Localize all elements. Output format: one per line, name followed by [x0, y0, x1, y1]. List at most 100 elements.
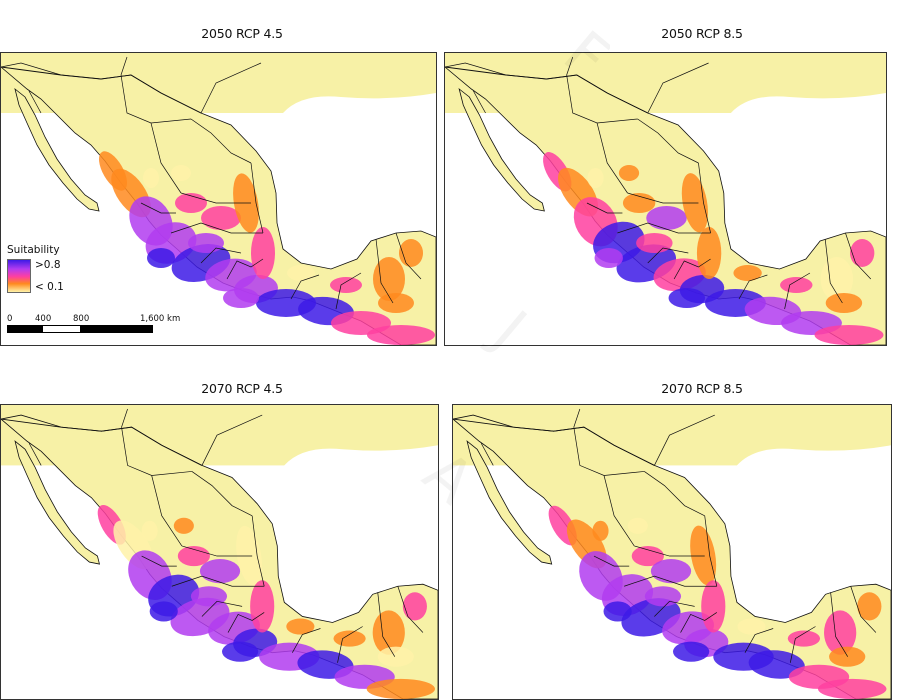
- state-border: [181, 545, 253, 557]
- suitability-patch: [378, 293, 414, 313]
- suitability-patch: [333, 630, 366, 647]
- suitability-map-2070-rcp45: [1, 405, 438, 699]
- state-border: [395, 232, 422, 280]
- state-border: [121, 427, 192, 476]
- us-state-border: [121, 408, 263, 466]
- suitability-patch: [587, 168, 604, 188]
- suitability-patch: [223, 288, 259, 308]
- scale-tick-800: 800: [73, 314, 90, 324]
- state-border: [654, 600, 695, 617]
- us-state-border: [120, 56, 262, 114]
- state-border: [190, 118, 252, 164]
- state-border: [634, 545, 705, 557]
- scale-tick-0: 0: [7, 314, 13, 324]
- state-border: [603, 475, 635, 547]
- suitability-patch: [696, 227, 722, 279]
- state-border: [647, 247, 689, 264]
- suitability-patch: [673, 641, 710, 662]
- suitability-patch: [286, 618, 315, 635]
- suitability-patch: [377, 646, 414, 667]
- suitability-patch: [149, 601, 178, 622]
- us-mexico-border: [1, 418, 203, 466]
- panel-title-2050-rcp45: 2050 RCP 4.5: [201, 26, 283, 41]
- state-border: [824, 238, 843, 304]
- state-border: [850, 586, 877, 633]
- suitability-patch: [780, 277, 813, 293]
- suitability-patch: [701, 580, 726, 633]
- scale-tick-400: 400: [35, 314, 52, 324]
- legend-low-label: < 0.1: [35, 281, 64, 293]
- scale-bar-segments: [7, 325, 153, 333]
- state-border: [140, 202, 176, 214]
- state-border: [151, 475, 183, 547]
- suitability-patch: [287, 265, 315, 281]
- suitability-patch: [251, 227, 275, 279]
- suitability-patch: [373, 257, 405, 301]
- suitability-patch: [627, 517, 648, 534]
- suitability-patch: [824, 610, 857, 655]
- legend-color-ramp: [7, 259, 31, 293]
- suitability-patch: [594, 248, 623, 268]
- gulf-of-mexico: [278, 93, 436, 263]
- legend-title: Suitability: [7, 244, 60, 256]
- suitability-patch: [636, 233, 673, 253]
- state-border: [744, 628, 774, 653]
- scale-bar: 0 400 800 1,600 km: [7, 314, 187, 333]
- suitability-patch: [173, 517, 194, 534]
- baja-peninsula: [14, 87, 100, 212]
- us-mexico-border: [453, 418, 655, 466]
- suitability-patch: [668, 288, 706, 308]
- suitability-patch: [190, 586, 228, 607]
- suitability-patch: [141, 520, 158, 541]
- legend-high-label: >0.8: [35, 259, 61, 271]
- state-border: [845, 232, 872, 280]
- state-border: [377, 592, 396, 657]
- suitability-patch: [818, 678, 887, 699]
- scale-tick-1600: 1,600 km: [140, 314, 181, 324]
- state-border: [586, 202, 623, 214]
- suitability-patch: [787, 630, 821, 647]
- suitability-patch: [644, 586, 682, 607]
- state-border: [473, 90, 486, 114]
- suitability-patch: [825, 293, 863, 313]
- panel-title-2070-rcp45: 2070 RCP 4.5: [201, 381, 283, 396]
- state-border: [120, 74, 192, 124]
- state-border: [624, 575, 717, 587]
- suitability-patch: [850, 239, 875, 267]
- state-border: [227, 612, 265, 633]
- suitability-patch: [631, 545, 664, 567]
- gulf-of-mexico: [279, 445, 438, 617]
- baja-peninsula: [458, 87, 545, 212]
- state-border: [251, 515, 265, 587]
- gulf-of-mexico: [726, 93, 886, 263]
- state-border: [789, 626, 816, 663]
- state-border: [704, 515, 718, 587]
- state-border: [617, 222, 711, 234]
- map-2070-rcp85: [452, 404, 892, 700]
- state-border: [644, 471, 705, 517]
- map-2050-rcp45: [0, 52, 437, 346]
- suitability-patch: [814, 325, 884, 345]
- state-border: [375, 238, 394, 304]
- panel-title-2050-rcp85: 2050 RCP 8.5: [661, 26, 743, 41]
- state-border: [698, 162, 711, 234]
- state-border: [480, 443, 494, 466]
- suitability-patch: [592, 520, 609, 541]
- suitability-patch: [402, 592, 427, 621]
- suitability-patch: [171, 165, 191, 181]
- suitability-patch: [829, 646, 866, 667]
- suitability-patch: [143, 168, 159, 188]
- suitability-patch: [367, 325, 435, 345]
- baja-peninsula: [466, 440, 553, 565]
- state-border: [290, 274, 320, 300]
- state-border: [337, 626, 363, 663]
- state-border: [201, 600, 243, 617]
- suitability-patch: [188, 233, 224, 253]
- state-border: [573, 427, 645, 476]
- state-border: [171, 575, 265, 587]
- baja-peninsula: [14, 440, 100, 565]
- state-border: [673, 258, 711, 280]
- us-state-border: [566, 56, 709, 114]
- state-border: [680, 612, 718, 633]
- state-border: [200, 247, 242, 264]
